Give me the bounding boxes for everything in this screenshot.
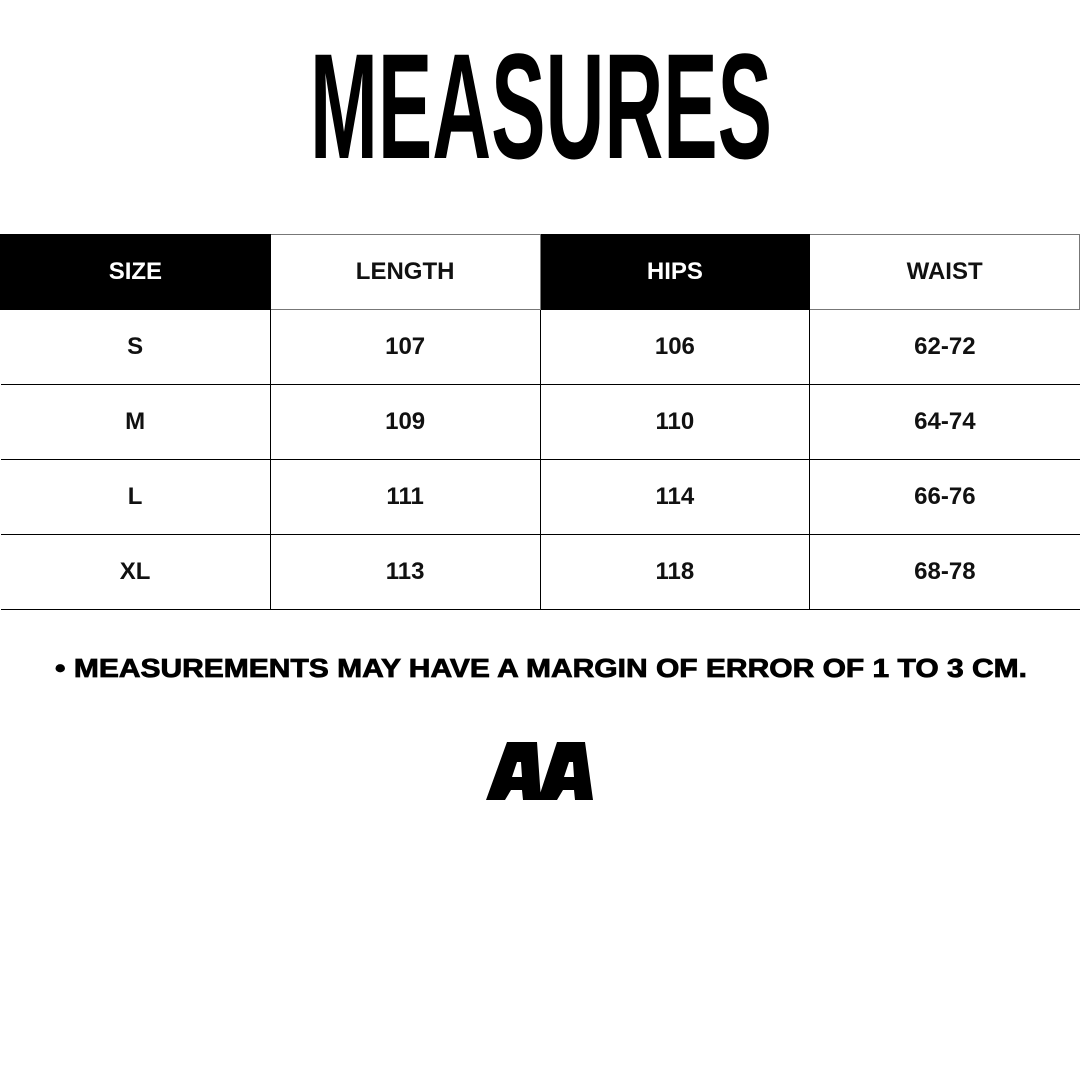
note-text: • MEASUREMENTS MAY HAVE A MARGIN OF ERRO… <box>55 653 1027 683</box>
header-hips: HIPS <box>539 234 811 310</box>
cell-waist: 68-78 <box>809 534 1080 610</box>
cell-waist: 64-74 <box>809 384 1080 460</box>
title-text: MEASURES <box>310 40 772 170</box>
size-table: SIZE LENGTH HIPS WAIST S 107 106 62-72 M… <box>0 234 1080 610</box>
cell-size: S <box>0 309 271 385</box>
table-row: XL 113 118 68-78 <box>0 534 1080 610</box>
cell-hips: 106 <box>539 309 811 385</box>
cell-waist: 62-72 <box>809 309 1080 385</box>
logo-aa-icon <box>486 742 593 800</box>
cell-size: XL <box>0 534 271 610</box>
header-size: SIZE <box>0 234 271 310</box>
table-row: S 107 106 62-72 <box>0 309 1080 385</box>
cell-length: 109 <box>269 384 541 460</box>
header-length: LENGTH <box>269 234 541 310</box>
cell-hips: 118 <box>539 534 811 610</box>
cell-size: M <box>0 384 271 460</box>
table-row: L 111 114 66-76 <box>0 459 1080 535</box>
table-row: M 109 110 64-74 <box>0 384 1080 460</box>
cell-hips: 114 <box>539 459 811 535</box>
cell-length: 113 <box>269 534 541 610</box>
cell-length: 107 <box>269 309 541 385</box>
table-header-row: SIZE LENGTH HIPS WAIST <box>0 234 1080 310</box>
page-title: MEASURES <box>310 40 772 170</box>
header-waist: WAIST <box>809 234 1080 310</box>
cell-hips: 110 <box>539 384 811 460</box>
brand-logo <box>486 742 593 800</box>
margin-note: • MEASUREMENTS MAY HAVE A MARGIN OF ERRO… <box>55 653 1028 684</box>
cell-length: 111 <box>269 459 541 535</box>
cell-waist: 66-76 <box>809 459 1080 535</box>
cell-size: L <box>0 459 271 535</box>
